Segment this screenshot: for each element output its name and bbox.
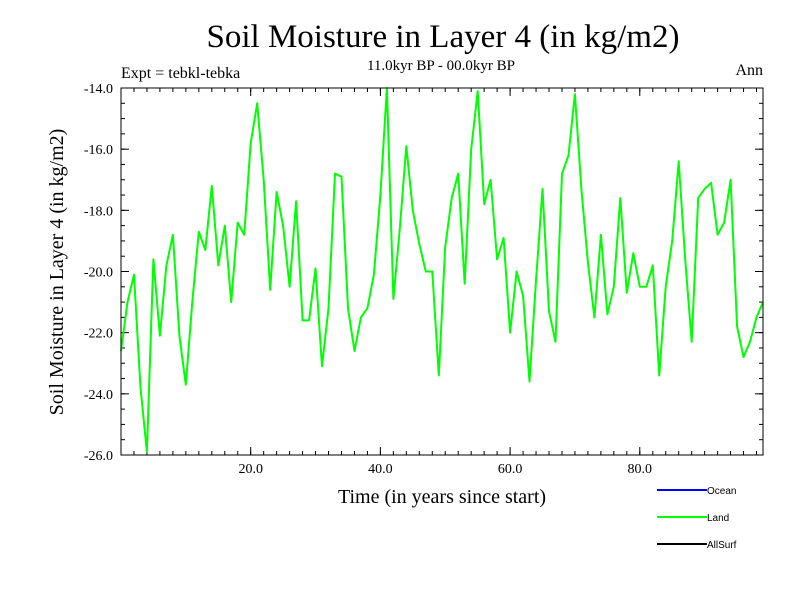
y-tick-label: -18.0 — [84, 204, 113, 219]
series-line-land — [120, 87, 764, 453]
y-tick-label: -20.0 — [84, 266, 113, 281]
x-tick-label: 80.0 — [628, 462, 653, 477]
legend: Ocean Land AllSurf — [657, 486, 737, 551]
y-tick-label: -14.0 — [84, 82, 113, 97]
y-tick-label: -16.0 — [84, 143, 113, 158]
y-axis-label: Soil Moisture in Layer 4 (in kg/m2) — [46, 129, 68, 416]
season-label: Ann — [735, 62, 763, 79]
y-tick-label: -26.0 — [84, 449, 113, 464]
plot-frame — [120, 87, 764, 456]
y-tick-label: -22.0 — [84, 327, 113, 342]
chart-title: Soil Moisture in Layer 4 (in kg/m2) — [207, 19, 680, 55]
legend-label-ocean: Ocean — [707, 486, 736, 497]
x-axis-label: Time (in years since start) — [338, 486, 546, 508]
chart-subtitle: 11.0kyr BP - 00.0kyr BP — [367, 58, 515, 74]
experiment-label: Expt = tebkl-tebka — [121, 65, 240, 82]
tick-labels: 20.0 40.0 60.0 80.0 -26.0 -24.0 -22.0 -20.0 -18.… — [84, 82, 652, 477]
x-tick-label: 40.0 — [368, 462, 393, 477]
x-tick-label: 60.0 — [498, 462, 523, 477]
y-tick-label: -24.0 — [84, 388, 113, 403]
data-series — [120, 87, 764, 453]
legend-label-allsurf: AllSurf — [707, 540, 737, 551]
axis-ticks — [120, 87, 763, 456]
x-tick-label: 20.0 — [238, 462, 263, 477]
legend-label-land: Land — [707, 513, 729, 524]
